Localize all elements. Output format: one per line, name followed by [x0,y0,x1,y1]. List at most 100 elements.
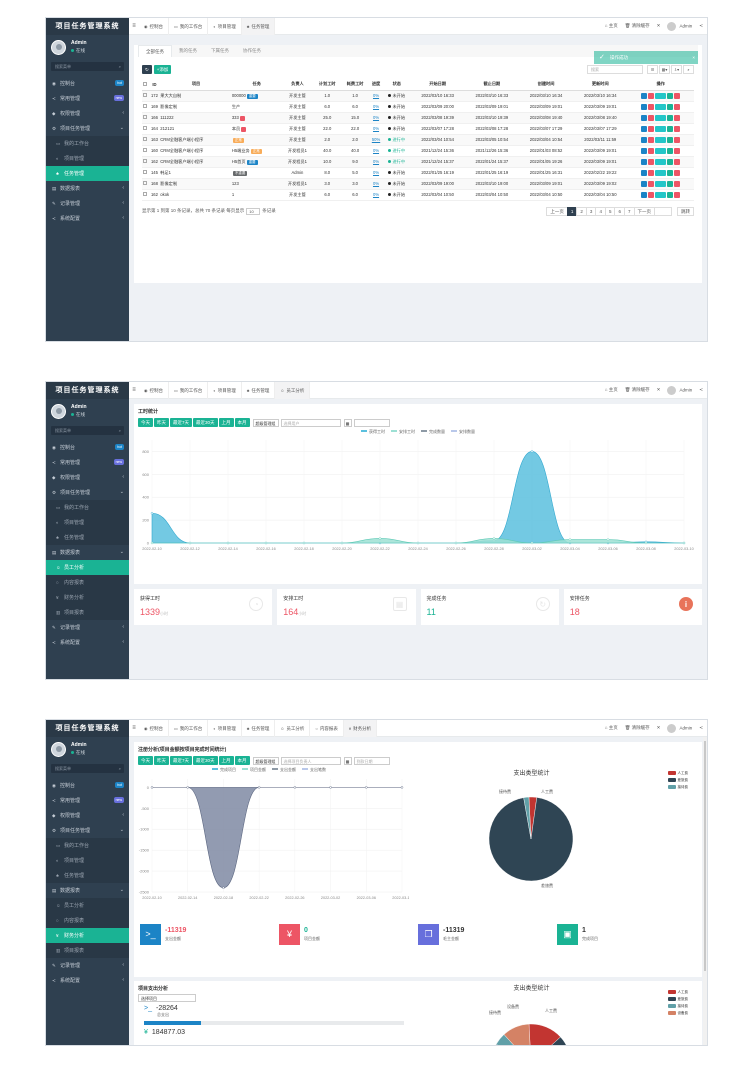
cell-task[interactable]: 000000 重要 [231,90,282,102]
page-scrollbar[interactable] [703,737,707,1045]
menu-search-input[interactable]: 搜索菜单 ⌕ [51,764,124,773]
table-row[interactable]: 172 果大大自制 000000 重要 开发主管 1.0 1.0 0% 未开始 2022/03/1… [142,90,694,102]
legend-item[interactable]: 接待费 [667,1003,688,1010]
sidebar-item-dashboard[interactable]: ◉ 控制台 hot [46,778,129,793]
filter-last-month[interactable]: 上月 [218,756,234,765]
col-start[interactable]: 开始日期 [410,79,465,91]
share-icon[interactable]: ≺ [699,725,703,730]
col-used-hours[interactable]: 耗费工时 [341,79,370,91]
legend-item[interactable]: 支出笔数 [302,767,326,773]
legend-item[interactable]: 设备费 [667,1010,688,1017]
sidebar-item-project-mgmt[interactable]: ⚙ 项目任务管理 ⌄ [46,823,129,838]
delete-icon[interactable] [674,169,681,176]
avatar[interactable] [51,39,66,55]
cell-task[interactable]: 不重要 [231,167,282,179]
view-icon[interactable] [641,180,648,187]
table-row[interactable]: 145 韩足1 不重要 Admin 8.0 5.0 0% 未开始 2022/01/25 16:1… [142,167,694,179]
search-icon[interactable]: ⌕ [118,766,121,771]
view-icon[interactable] [641,158,648,165]
sidebar-item-records[interactable]: ✎ 记录管理 ‹ [46,196,129,211]
detail-button[interactable] [655,158,667,165]
cell-task[interactable]: 123 [231,178,282,190]
sidebar-item-common[interactable]: ≺ 常用管理 new [46,91,129,106]
plus-icon[interactable] [648,114,655,121]
avatar[interactable] [51,741,66,757]
tab-projects[interactable]: ◐ 项目管理 [208,18,242,35]
table-row[interactable]: 163 CRM全融客户端小程序 正常 开发主管 2.0 2.0 50% 进行中 2022/03/… [142,134,694,146]
legend-item[interactable]: 人工费 [667,989,688,996]
sidebar-item-projects[interactable]: ◐ 项目管理 [46,151,129,166]
sidebar-item-content-report[interactable]: ○ 内容报表 [46,575,129,590]
detail-button[interactable] [655,180,667,187]
sidebar-item-project-report[interactable]: ▥ 项目报表 [46,605,129,620]
progress-link[interactable]: 0% [372,104,380,109]
delete-icon[interactable] [674,136,681,143]
view-icon[interactable] [641,169,648,176]
tab-projects[interactable]: ◐ 项目管理 [208,382,242,399]
fullscreen-icon[interactable]: ✕ [656,23,661,28]
sidebar-item-system[interactable]: ≺ 系统配置 ‹ [46,211,129,226]
table-row[interactable]: 160 CRM全融客户端小程序 H5端业务 正常 开发程员1 40.0 40.0 0% 进行中 2… [142,145,694,157]
sidebar-item-records[interactable]: ✎ 记录管理 ‹ [46,958,129,973]
col-project[interactable]: 项目 [160,79,232,91]
list-view-icon[interactable]: ☰ [647,64,658,74]
progress-link[interactable]: 0% [372,192,380,197]
table-row[interactable]: 164 212121 本员 开发主管 22.0 22.0 0% 未开始 2022/03/07 … [142,123,694,135]
cell-task[interactable]: 1 [231,189,282,201]
row-checkbox[interactable] [143,93,148,97]
admin-menu[interactable]: Admin [667,385,692,395]
progress-link[interactable]: 0% [372,115,380,120]
sidebar-item-reports[interactable]: ▤ 数据报表 ⌄ [46,883,129,898]
sidebar-item-dashboard[interactable]: ◉ 控制台 hot [46,440,129,455]
detail-button[interactable] [655,92,667,99]
avatar[interactable] [51,403,66,419]
project-select[interactable]: 选择项目 [138,994,196,1002]
legend-item[interactable]: 完成项目 [212,767,236,773]
admin-menu[interactable]: Admin [667,723,692,733]
tab-staff[interactable]: ☺ 员工分析 [275,720,311,737]
edit-icon[interactable] [667,180,674,187]
tab-tasks[interactable]: ♣ 任务管理 [242,382,276,399]
tab-finance[interactable]: ¥ 财务分析 [343,720,378,737]
menu-search-input[interactable]: 搜索菜单 ⌕ [51,62,124,71]
view-icon[interactable] [641,125,648,132]
col-id[interactable]: ID [148,79,161,91]
table-row[interactable]: 162 okok 1 开发主管 6.0 6.0 0% 未开始 2022/03/04 10:50 2… [142,189,694,201]
sidebar-item-finance-analysis[interactable]: ¥ 财务分析 [46,590,129,605]
sidebar-item-project-mgmt[interactable]: ⚙ 项目任务管理 ⌄ [46,121,129,136]
col-end[interactable]: 截止日期 [464,79,519,91]
delete-icon[interactable] [674,158,681,165]
page-prev[interactable]: 上一页 [546,206,568,216]
edit-icon[interactable] [667,158,674,165]
menu-toggle-icon[interactable]: ≡ [132,23,136,29]
legend-item[interactable]: 完成数量 [421,429,445,435]
col-task[interactable]: 任务 [231,79,282,91]
detail-button[interactable] [655,191,667,198]
table-row[interactable]: 169 影像定制 生产 开发主管 6.0 6.0 0% 未开始 2022/03/09 20:00… [142,101,694,113]
view-icon[interactable] [641,136,648,143]
detail-button[interactable] [655,125,667,132]
view-icon[interactable] [641,147,648,154]
table-row[interactable]: 166 111222 333 开发主管 25.0 15.0 0% 未开始 2022/03/08… [142,112,694,124]
add-button[interactable]: +添加 [153,64,172,74]
table-search-input[interactable]: 搜索 [587,64,643,74]
table-row[interactable]: 162 CRM全融客户端小程序 H5首页 重要 开发程员1 10.0 9.0 0% 进行中 202… [142,156,694,168]
page-size-select[interactable]: 10 [246,207,261,215]
detail-button[interactable] [655,147,667,154]
menu-toggle-icon[interactable]: ≡ [132,387,136,393]
sidebar-item-dashboard[interactable]: ◉ 控制台 hot [46,76,129,91]
progress-link[interactable]: 0% [372,170,380,175]
delete-icon[interactable] [674,147,681,154]
home-link[interactable]: ⌂ 主页 [604,387,618,392]
date-range-input[interactable]: 到款日期 [353,756,390,765]
sidebar-item-my-work[interactable]: ▭ 我的工作台 [46,136,129,151]
user-profile[interactable]: Admin 在线 [46,737,129,761]
tab-sub-tasks[interactable]: 下属任务 [211,48,229,53]
tab-collab-tasks[interactable]: 协作任务 [243,48,261,53]
row-checkbox[interactable] [143,115,148,119]
dept-select[interactable]: 超级管理组 [252,756,279,765]
sidebar-item-project-mgmt[interactable]: ⚙ 项目任务管理 ⌄ [46,485,129,500]
progress-link[interactable]: 0% [372,93,380,98]
tab-tasks[interactable]: ♣ 任务管理 [242,720,276,737]
filter-7days[interactable]: 最近7天 [170,756,193,765]
